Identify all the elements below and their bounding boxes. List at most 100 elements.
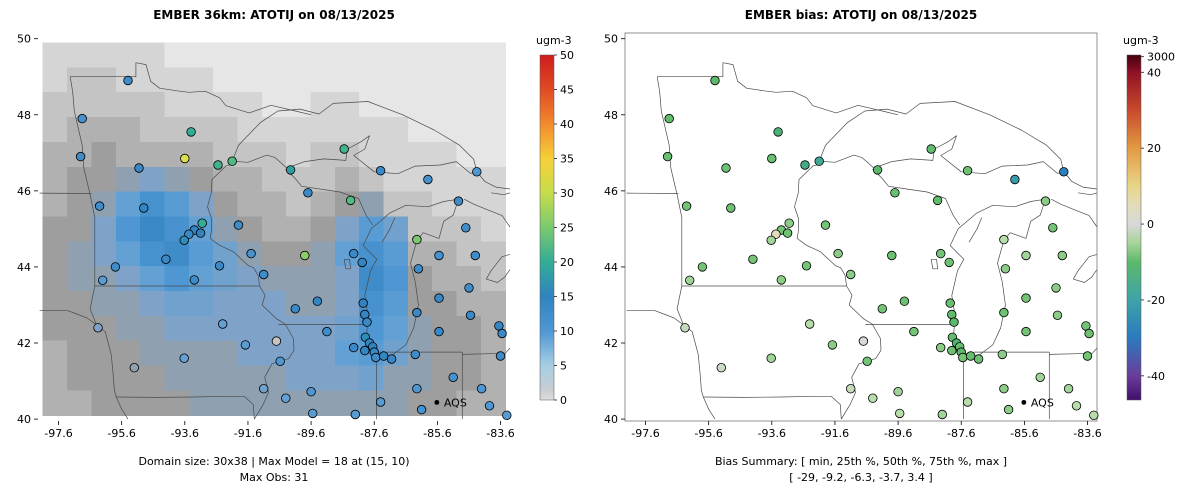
- station-dot: [877, 304, 888, 314]
- station-dot: [75, 151, 86, 162]
- x-tick-label: -97.6: [44, 427, 72, 440]
- bias-map-title: EMBER bias: ATOTIJ on 08/13/2025: [744, 8, 978, 22]
- lake-outline: [818, 101, 1065, 175]
- state-border-line: [115, 396, 129, 420]
- state-border-line: [39, 310, 97, 326]
- station-dot: [375, 165, 386, 176]
- model-grid-cell: [91, 291, 117, 317]
- model-grid-cell: [91, 67, 117, 93]
- model-map-caption: Domain size: 30x38 | Max Model = 18 at (…: [20, 454, 528, 486]
- station-dot: [349, 248, 359, 259]
- station-dot: [484, 401, 495, 411]
- station-dot: [771, 229, 781, 239]
- model-grid-cell: [67, 291, 92, 317]
- y-tick-label: 50: [604, 33, 618, 46]
- model-grid-cell: [237, 92, 263, 118]
- model-grid-cell: [164, 390, 190, 416]
- model-grid-cell: [432, 340, 458, 367]
- station-dot: [453, 196, 464, 206]
- model-grid-cell: [91, 42, 117, 68]
- model-grid-cell: [188, 67, 214, 93]
- state-border-line: [702, 396, 716, 420]
- model-grid-cell: [115, 291, 141, 317]
- x-tick-label: -83.6: [486, 427, 514, 440]
- model-grid-cell: [383, 266, 409, 292]
- model-grid-cell: [164, 117, 190, 143]
- model-grid-cell: [286, 266, 312, 292]
- model-grid-cell: [115, 340, 141, 367]
- model-grid-cell: [42, 92, 68, 118]
- model-grid-cell: [407, 67, 433, 93]
- model-grid-cell: [67, 365, 92, 391]
- plot-frame: [624, 32, 1098, 422]
- station-dot: [464, 283, 474, 293]
- model-grid-cell: [286, 216, 312, 242]
- model-grid: [42, 42, 506, 416]
- station-dot: [958, 352, 968, 363]
- station-dot: [846, 269, 856, 280]
- station-dot: [434, 250, 444, 261]
- model-grid-cell: [237, 315, 263, 342]
- colorbar-tick-label: 30: [560, 187, 574, 200]
- model-grid-cell: [42, 141, 68, 168]
- colorbar-tick-label: 3000: [1147, 51, 1175, 64]
- aqs-legend-label: AQS: [444, 396, 467, 409]
- model-map-panel: EMBER 36km: ATOTIJ on 08/13/2025 -97.6 -9…: [17, 8, 574, 486]
- model-grid-cell: [286, 117, 312, 143]
- state-border-line: [841, 285, 882, 420]
- model-grid-cell: [456, 117, 482, 143]
- station-dot: [766, 353, 776, 363]
- model-grid-cell: [261, 141, 287, 168]
- model-grid-cell: [432, 141, 458, 168]
- station-dot: [868, 393, 878, 403]
- model-grid-cell: [286, 315, 312, 342]
- y-tick-label: 48: [604, 109, 618, 122]
- model-grid-cell: [407, 141, 433, 168]
- y-tick-label: 44: [17, 261, 31, 274]
- station-dot: [899, 296, 910, 306]
- x-tick-label: -87.6: [947, 427, 975, 440]
- model-grid-cell: [432, 92, 458, 118]
- station-dot: [949, 317, 959, 327]
- model-grid-cell: [164, 67, 190, 93]
- station-dot: [1021, 326, 1031, 337]
- model-grid-cell: [115, 191, 141, 217]
- station-dot: [944, 257, 954, 268]
- model-grid-cell: [213, 42, 238, 68]
- y-tick-label: 44: [604, 261, 618, 274]
- colorbar-tick-label: 50: [560, 49, 574, 62]
- x-tick-label: -83.6: [1073, 427, 1101, 440]
- model-grid-cell: [140, 117, 165, 143]
- model-grid-cell: [334, 291, 360, 317]
- model-grid-cell: [261, 67, 287, 93]
- station-dot: [360, 345, 370, 356]
- model-grid-cell: [42, 42, 68, 68]
- station-dot: [926, 144, 936, 154]
- y-tick-label: 40: [604, 413, 618, 426]
- model-grid-cell: [237, 191, 263, 217]
- station-dot: [233, 220, 244, 230]
- station-dot: [936, 248, 946, 259]
- station-dot: [909, 326, 919, 337]
- model-grid-cell: [310, 67, 336, 93]
- model-grid-cell: [67, 166, 92, 193]
- station-dot: [423, 174, 433, 185]
- model-grid-cell: [115, 241, 141, 267]
- model-grid-cell: [334, 216, 360, 242]
- model-grid-cell: [140, 42, 165, 68]
- aqs-legend-dot: [434, 399, 440, 405]
- station-dot: [362, 317, 372, 327]
- station-dot: [179, 235, 189, 246]
- state-border-line: [676, 285, 704, 398]
- station-dot: [1051, 283, 1061, 293]
- station-dot: [766, 235, 776, 246]
- station-dot: [962, 397, 973, 407]
- model-grid-cell: [359, 191, 385, 217]
- model-grid-cell: [261, 291, 287, 317]
- model-grid-cell: [140, 166, 165, 193]
- model-grid-cell: [213, 216, 238, 242]
- model-grid-cell: [164, 266, 190, 292]
- bias-map-caption: Bias Summary: [ min, 25th %, 50th %, 75t…: [607, 454, 1115, 486]
- model-grid-cell: [480, 191, 506, 217]
- station-dot: [662, 151, 673, 162]
